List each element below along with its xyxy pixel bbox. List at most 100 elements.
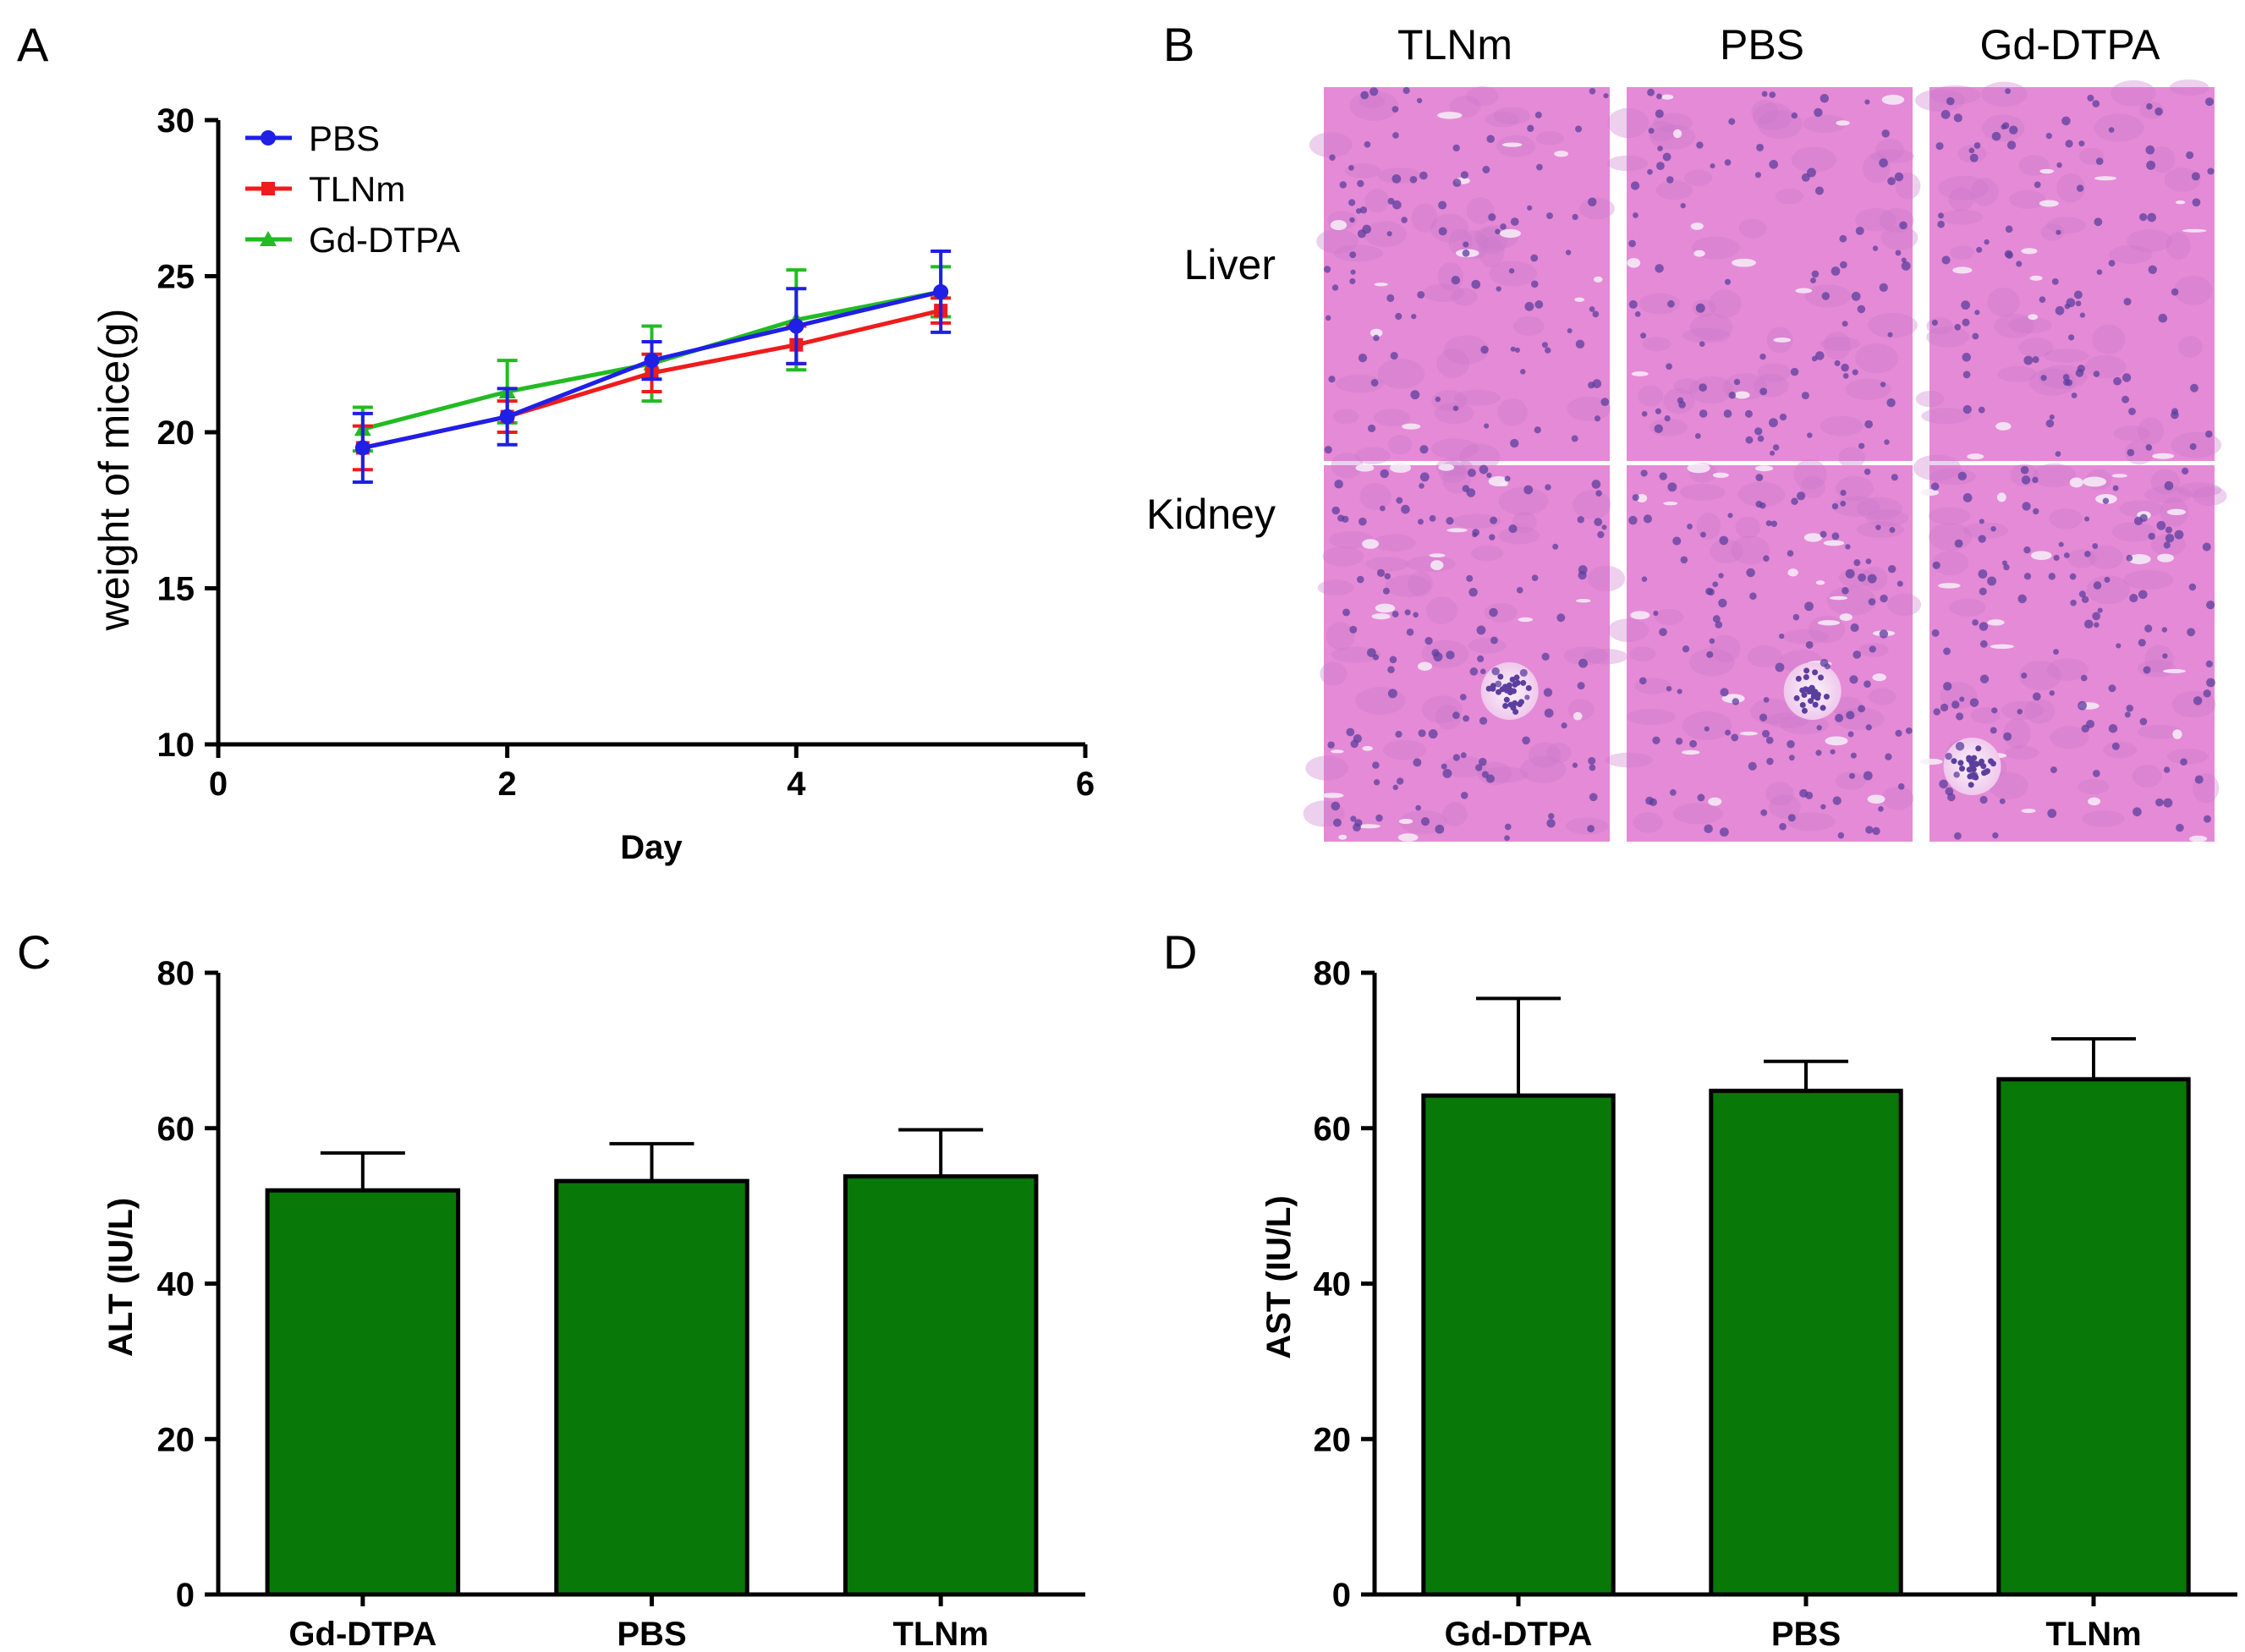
cell-nucleus xyxy=(1853,650,1862,659)
glomerulus-nucleus xyxy=(1812,701,1819,708)
lumen-space xyxy=(1815,580,1825,585)
cell-nucleus xyxy=(1451,275,1461,285)
lumen-space xyxy=(1499,228,1521,239)
cell-nucleus xyxy=(1731,733,1739,742)
cell-nucleus xyxy=(2092,543,2099,549)
y-tick-label: 40 xyxy=(157,1266,195,1303)
lumen-space xyxy=(2162,668,2187,673)
cell-nucleus xyxy=(1991,131,2001,141)
cell-nucleus xyxy=(1979,519,1984,524)
cell-nucleus xyxy=(1655,408,1661,414)
cell-nucleus xyxy=(1807,167,1816,178)
cell-nucleus xyxy=(1955,741,1965,751)
lumen-space xyxy=(2152,453,2175,459)
cell-nucleus xyxy=(1824,663,1831,670)
lumen-space xyxy=(2111,474,2127,478)
cell-nucleus xyxy=(1395,312,1402,321)
cell-nucleus xyxy=(1940,703,1949,712)
lumen-space xyxy=(1574,297,1585,302)
cell-nucleus xyxy=(2087,94,2094,102)
cell-nucleus xyxy=(1419,472,1430,482)
cell-nucleus xyxy=(1640,332,1647,339)
cell-nucleus xyxy=(1401,504,1410,514)
cytoplasm-patch xyxy=(1690,313,1733,341)
lumen-space xyxy=(2083,476,2107,487)
cell-nucleus xyxy=(2078,140,2085,147)
legend-label-tlnm: TLNm xyxy=(309,169,405,209)
cell-nucleus xyxy=(1666,363,1672,370)
cell-nucleus xyxy=(1937,212,1944,219)
cell-nucleus xyxy=(1392,200,1402,210)
cytoplasm-patch xyxy=(1870,149,1915,163)
cell-nucleus xyxy=(1390,351,1398,360)
histology-row-label-liver: Liver xyxy=(1184,241,1276,288)
cell-nucleus xyxy=(1728,392,1737,399)
cytoplasm-patch xyxy=(1751,99,1779,124)
cell-nucleus xyxy=(1392,784,1398,791)
cell-nucleus xyxy=(1594,415,1601,422)
cell-nucleus xyxy=(2079,312,2086,318)
cytoplasm-patch xyxy=(2137,724,2182,739)
cell-nucleus xyxy=(1404,609,1411,616)
cell-nucleus xyxy=(1463,715,1469,722)
cell-nucleus xyxy=(2147,212,2157,222)
cell-nucleus xyxy=(1546,212,1553,220)
cell-nucleus xyxy=(2133,516,2143,526)
cell-nucleus xyxy=(1847,731,1854,738)
cytoplasm-patch xyxy=(1450,288,1478,306)
cell-nucleus xyxy=(1565,250,1572,255)
cell-nucleus xyxy=(1484,423,1490,429)
cytoplasm-patch xyxy=(1372,534,1416,552)
glomerulus-nucleus xyxy=(1990,760,1996,767)
cell-nucleus xyxy=(1953,771,1960,778)
lumen-space xyxy=(1446,528,1468,533)
cell-nucleus xyxy=(1855,226,1864,235)
cytoplasm-patch xyxy=(1434,402,1474,425)
cell-nucleus xyxy=(1415,804,1422,811)
lumen-space xyxy=(2166,508,2187,516)
cell-nucleus xyxy=(1973,142,1981,149)
cell-nucleus xyxy=(2192,198,2201,207)
cell-nucleus xyxy=(2051,277,2059,285)
cell-nucleus xyxy=(1979,674,1990,683)
cell-nucleus xyxy=(1880,594,1888,603)
cell-nucleus xyxy=(2003,732,2012,741)
cell-nucleus xyxy=(1957,471,1967,481)
cytoplasm-patch xyxy=(1766,712,1809,729)
cell-nucleus xyxy=(1463,241,1469,248)
lumen-space xyxy=(1682,749,1700,755)
cell-nucleus xyxy=(1945,787,1954,796)
cell-nucleus xyxy=(2139,717,2148,726)
cell-nucleus xyxy=(1879,283,1888,293)
cell-nucleus xyxy=(1567,328,1573,334)
cell-nucleus xyxy=(1485,774,1495,783)
cytoplasm-patch xyxy=(1970,178,1999,206)
cell-nucleus xyxy=(1842,373,1849,379)
cytoplasm-patch xyxy=(2003,718,2031,749)
cell-nucleus xyxy=(2163,766,2171,773)
cell-nucleus xyxy=(2163,798,2173,808)
tissue-background xyxy=(1929,87,2215,461)
cell-nucleus xyxy=(1990,727,1997,734)
data-point-pbs xyxy=(354,440,371,456)
cytoplasm-patch xyxy=(1587,565,1626,592)
cell-nucleus xyxy=(1339,181,1347,189)
cell-nucleus xyxy=(1489,607,1498,617)
cell-nucleus xyxy=(2108,127,2115,133)
cell-nucleus xyxy=(1391,106,1399,113)
histology-image-kidney-gd-dtpa xyxy=(1913,454,2227,842)
cell-nucleus xyxy=(1588,197,1597,206)
cytoplasm-patch xyxy=(1535,131,1564,145)
cell-nucleus xyxy=(2061,116,2071,126)
cell-nucleus xyxy=(1850,752,1857,759)
cell-nucleus xyxy=(2093,370,2100,377)
cytoplasm-patch xyxy=(1607,618,1649,642)
cytoplasm-patch xyxy=(2056,173,2086,203)
cell-nucleus xyxy=(1387,666,1395,673)
cell-nucleus xyxy=(1482,166,1490,173)
cell-nucleus xyxy=(2148,532,2155,541)
cell-nucleus xyxy=(2116,643,2121,649)
cytoplasm-patch xyxy=(1938,175,1989,200)
cell-nucleus xyxy=(2053,554,2060,562)
x-tick-label-tlnm: TLNm xyxy=(893,1616,989,1652)
